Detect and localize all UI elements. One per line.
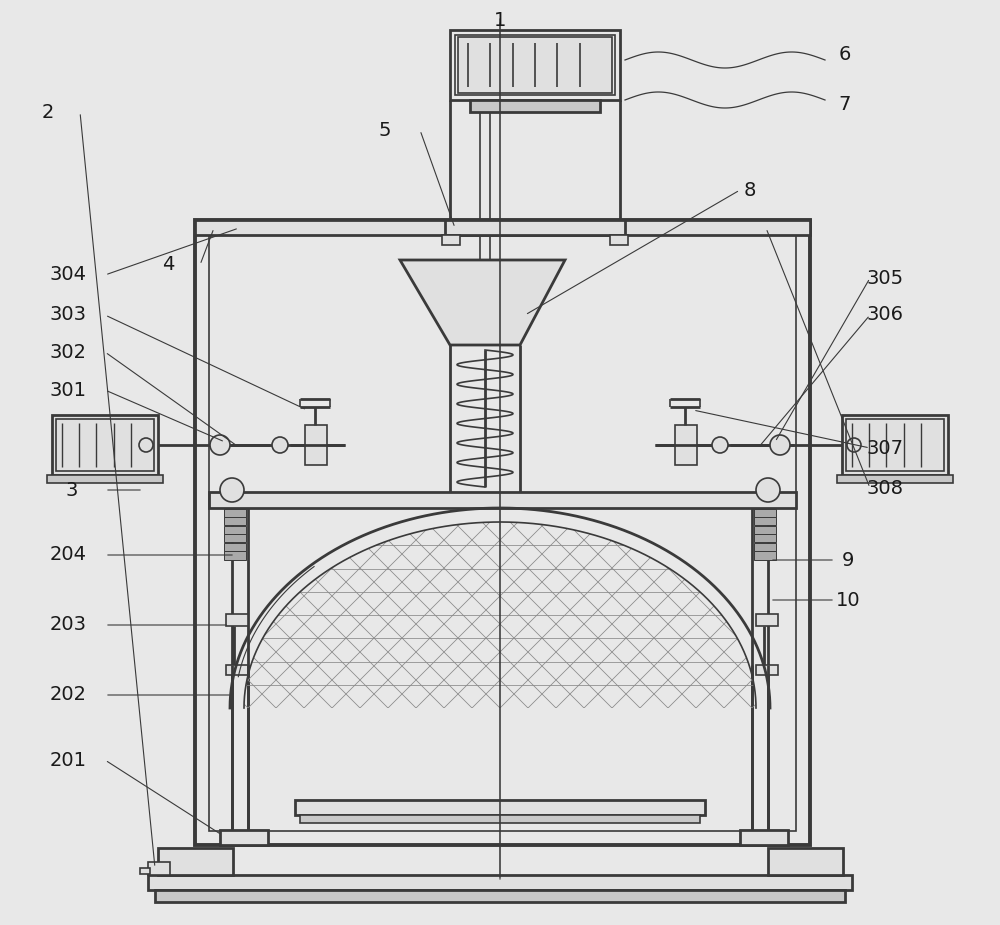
Bar — [295, 800, 705, 815]
Bar — [754, 535, 776, 542]
Bar — [675, 425, 697, 465]
Bar — [458, 37, 612, 93]
Bar — [470, 100, 600, 112]
Text: 1: 1 — [494, 10, 506, 30]
Text: 307: 307 — [866, 438, 904, 458]
Bar — [47, 475, 163, 483]
Bar — [226, 614, 248, 626]
Text: 9: 9 — [842, 550, 854, 570]
Circle shape — [220, 478, 244, 502]
Bar — [610, 235, 628, 245]
Bar — [754, 517, 776, 525]
Bar — [455, 35, 615, 95]
Bar — [846, 419, 944, 471]
Text: 7: 7 — [839, 95, 851, 115]
Bar — [442, 235, 460, 245]
Bar — [220, 830, 268, 845]
Bar — [300, 815, 700, 823]
Bar — [754, 500, 776, 508]
Bar — [224, 509, 246, 517]
Circle shape — [210, 435, 230, 455]
Bar — [195, 220, 810, 235]
Circle shape — [756, 478, 780, 502]
Circle shape — [770, 435, 790, 455]
Bar — [209, 234, 796, 831]
Bar — [52, 415, 158, 475]
Text: 308: 308 — [866, 478, 904, 498]
Text: 304: 304 — [50, 265, 87, 285]
Bar — [226, 665, 248, 675]
Circle shape — [712, 437, 728, 453]
Text: 10: 10 — [836, 590, 860, 610]
Text: 305: 305 — [866, 268, 904, 288]
Text: 303: 303 — [50, 305, 87, 325]
Bar — [224, 525, 246, 534]
Text: 204: 204 — [50, 546, 87, 564]
Text: 8: 8 — [744, 180, 756, 200]
Text: 3: 3 — [66, 480, 78, 500]
Text: 306: 306 — [866, 305, 904, 325]
Bar — [754, 509, 776, 517]
Bar — [224, 517, 246, 525]
Bar — [450, 30, 620, 100]
Circle shape — [272, 437, 288, 453]
Text: 5: 5 — [379, 120, 391, 140]
Bar — [158, 848, 233, 875]
Bar — [740, 830, 788, 845]
Bar — [56, 419, 154, 471]
Bar — [140, 868, 150, 874]
Bar — [195, 220, 810, 845]
Text: 6: 6 — [839, 45, 851, 65]
Bar — [305, 425, 327, 465]
Text: 202: 202 — [50, 685, 87, 705]
Text: 2: 2 — [42, 103, 54, 121]
Bar — [224, 535, 246, 542]
Bar — [445, 220, 625, 235]
Bar — [148, 875, 852, 890]
Bar — [224, 543, 246, 551]
Bar — [754, 551, 776, 560]
Bar — [768, 848, 843, 875]
Polygon shape — [400, 260, 565, 345]
Text: 4: 4 — [162, 255, 174, 275]
Bar — [224, 551, 246, 560]
Bar — [754, 525, 776, 534]
Text: 302: 302 — [50, 342, 87, 362]
Bar — [754, 543, 776, 551]
Bar — [756, 665, 778, 675]
Bar — [148, 862, 170, 875]
Bar — [756, 614, 778, 626]
Text: 301: 301 — [50, 380, 87, 400]
Text: 203: 203 — [50, 615, 87, 635]
Bar — [842, 415, 948, 475]
Bar — [224, 500, 246, 508]
Bar — [209, 492, 796, 508]
Bar — [837, 475, 953, 483]
Text: 201: 201 — [50, 750, 87, 770]
Bar — [155, 890, 845, 902]
